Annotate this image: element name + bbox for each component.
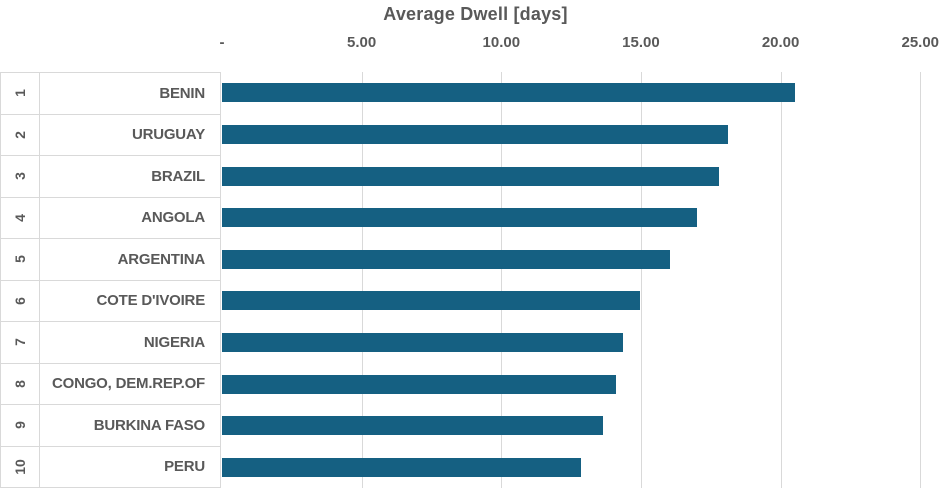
table-row: 5 ARGENTINA (1, 239, 220, 281)
x-axis-tick: 20.00 (761, 34, 800, 51)
rank-label: 2 (11, 130, 28, 139)
country-label: PERU (164, 458, 205, 476)
country-label: NIGERIA (143, 333, 205, 351)
country-cell[interactable]: PERU (40, 447, 220, 488)
bar-uruguay[interactable] (222, 124, 728, 144)
table-row: 4 ANGOLA (1, 197, 220, 239)
country-label: BURKINA FASO (93, 416, 205, 434)
gridline (920, 72, 922, 488)
country-label: BRAZIL (151, 167, 205, 185)
country-label: ANGOLA (141, 209, 205, 227)
rank-label: 1 (11, 89, 28, 98)
country-label: COTE D'IVOIRE (96, 292, 206, 310)
gridline (501, 72, 503, 488)
x-axis-tick: 15.00 (622, 34, 660, 51)
x-axis-tick: 10.00 (482, 34, 521, 51)
rank-label: 8 (11, 379, 28, 388)
table-row: 7 NIGERIA (1, 322, 220, 364)
table-row: 3 BRAZIL (1, 156, 220, 198)
table-row: 6 COTE D'IVOIRE (1, 280, 220, 322)
rank-cell[interactable]: 2 (1, 114, 40, 155)
bar-burkina-faso[interactable] (222, 416, 604, 436)
country-cell[interactable]: CONGO, DEM.REP.OF (40, 364, 220, 405)
country-cell[interactable]: ARGENTINA (40, 239, 220, 280)
table-row: 10 PERU (1, 446, 220, 488)
rank-table: 1 BENIN 2 URUGUAY 3 BRAZIL 4 ANGOLA 5 ARGENTINA 6 C… (0, 72, 221, 488)
bar-peru[interactable] (222, 457, 581, 477)
table-row: 2 URUGUAY (1, 114, 220, 156)
rank-cell[interactable]: 6 (1, 280, 40, 321)
rank-label: 3 (11, 172, 28, 181)
country-cell[interactable]: BENIN (40, 73, 220, 114)
bar-benin[interactable] (222, 83, 795, 103)
rank-label: 5 (11, 255, 28, 264)
country-label: ARGENTINA (117, 250, 206, 268)
x-axis-tick: 5.00 (347, 34, 377, 51)
rank-label: 4 (11, 213, 28, 222)
bar-cote-d-ivoire[interactable] (222, 291, 640, 311)
country-label: URUGUAY (131, 126, 205, 144)
rank-label: 9 (11, 421, 28, 430)
rank-cell[interactable]: 5 (1, 239, 40, 280)
rank-cell[interactable]: 3 (1, 156, 40, 197)
x-axis-tick: - (219, 34, 225, 51)
rank-label: 6 (11, 296, 28, 305)
gridline (361, 72, 363, 488)
rank-cell[interactable]: 1 (1, 73, 40, 114)
country-cell[interactable]: BRAZIL (40, 156, 220, 197)
table-row: 1 BENIN (1, 73, 220, 115)
bar-congo-dem-rep-of[interactable] (222, 374, 616, 394)
country-cell[interactable]: BURKINA FASO (40, 405, 220, 446)
rank-cell[interactable]: 9 (1, 405, 40, 446)
rank-cell[interactable]: 8 (1, 363, 40, 404)
table-row: 8 CONGO, DEM.REP.OF (1, 363, 220, 405)
rank-cell[interactable]: 10 (1, 446, 40, 487)
country-label: BENIN (159, 84, 205, 102)
rank-cell[interactable]: 7 (1, 322, 40, 363)
country-label: CONGO, DEM.REP.OF (51, 375, 205, 393)
bar-nigeria[interactable] (222, 332, 623, 352)
gridline (640, 72, 642, 488)
chart-title: Average Dwell [days] (383, 4, 568, 24)
table-row: 9 BURKINA FASO (1, 405, 220, 447)
bar-angola[interactable] (222, 208, 697, 228)
country-cell[interactable]: COTE D'IVOIRE (40, 281, 220, 322)
bar-argentina[interactable] (222, 249, 671, 269)
x-axis-tick: 25.00 (901, 34, 940, 51)
rank-cell[interactable]: 4 (1, 197, 40, 238)
gridline (780, 72, 782, 488)
country-cell[interactable]: NIGERIA (40, 322, 220, 363)
bar-brazil[interactable] (222, 166, 720, 186)
country-cell[interactable]: ANGOLA (40, 198, 220, 239)
rank-label: 10 (11, 458, 28, 475)
country-cell[interactable]: URUGUAY (40, 115, 220, 156)
rank-label: 7 (11, 338, 28, 347)
